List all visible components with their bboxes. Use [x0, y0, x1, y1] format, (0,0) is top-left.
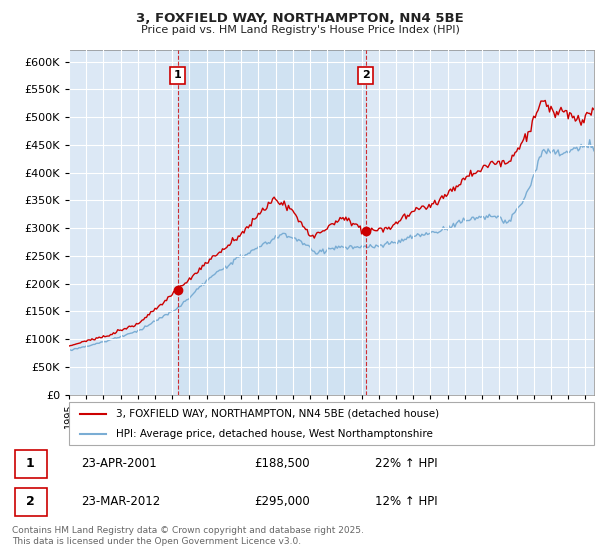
Text: 1: 1 — [26, 458, 35, 470]
Text: 2: 2 — [26, 495, 35, 508]
Text: 22% ↑ HPI: 22% ↑ HPI — [375, 458, 437, 470]
Text: Contains HM Land Registry data © Crown copyright and database right 2025.
This d: Contains HM Land Registry data © Crown c… — [12, 526, 364, 546]
FancyBboxPatch shape — [15, 450, 47, 478]
Text: HPI: Average price, detached house, West Northamptonshire: HPI: Average price, detached house, West… — [116, 430, 433, 439]
Text: 23-APR-2001: 23-APR-2001 — [81, 458, 157, 470]
Text: 2: 2 — [362, 71, 370, 81]
Bar — [178, 50, 365, 395]
FancyBboxPatch shape — [15, 488, 47, 516]
Text: £188,500: £188,500 — [254, 458, 310, 470]
Text: 3, FOXFIELD WAY, NORTHAMPTON, NN4 5BE (detached house): 3, FOXFIELD WAY, NORTHAMPTON, NN4 5BE (d… — [116, 409, 439, 419]
Text: 1: 1 — [174, 71, 181, 81]
Text: 12% ↑ HPI: 12% ↑ HPI — [375, 495, 437, 508]
Text: 23-MAR-2012: 23-MAR-2012 — [81, 495, 160, 508]
Text: £295,000: £295,000 — [254, 495, 310, 508]
Text: Price paid vs. HM Land Registry's House Price Index (HPI): Price paid vs. HM Land Registry's House … — [140, 25, 460, 35]
Text: 3, FOXFIELD WAY, NORTHAMPTON, NN4 5BE: 3, FOXFIELD WAY, NORTHAMPTON, NN4 5BE — [136, 12, 464, 25]
